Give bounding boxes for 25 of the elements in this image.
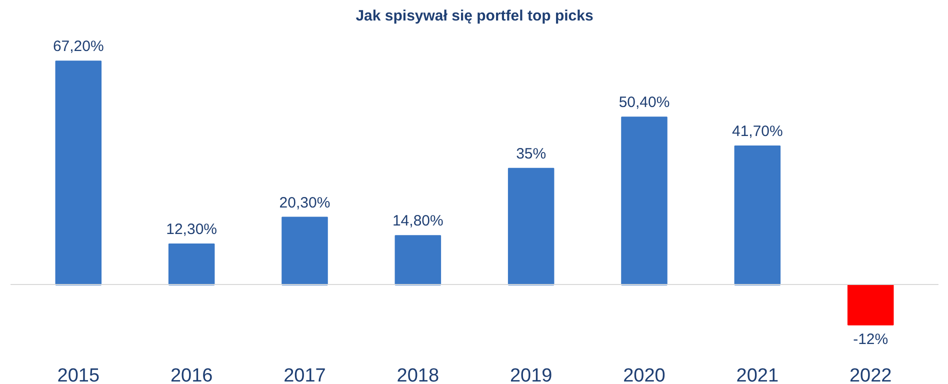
x-tick-label: 2022 bbox=[849, 366, 892, 384]
data-label: 67,20% bbox=[52, 38, 104, 56]
bar bbox=[508, 168, 554, 286]
x-tick-label: 2015 bbox=[57, 366, 100, 384]
bar bbox=[847, 284, 894, 326]
data-label: 35% bbox=[516, 145, 546, 162]
data-label: -12% bbox=[853, 330, 888, 348]
x-tick-label: 2018 bbox=[396, 366, 440, 384]
data-label: 50,40% bbox=[618, 94, 670, 112]
bar bbox=[734, 146, 781, 286]
x-tick-label: 2019 bbox=[510, 366, 552, 384]
data-label: 41,70% bbox=[732, 123, 783, 140]
x-tick-label: 2021 bbox=[736, 366, 779, 384]
bar bbox=[168, 243, 215, 286]
x-tick-label: 2017 bbox=[284, 366, 326, 384]
data-label: 12,30% bbox=[166, 220, 218, 238]
data-label: 20,30% bbox=[279, 194, 330, 212]
bar bbox=[282, 216, 328, 286]
bar bbox=[55, 60, 102, 286]
x-tick-label: 2016 bbox=[170, 366, 213, 384]
chart-title: Jak spisywał się portfel top picks bbox=[356, 8, 594, 24]
x-tick-label: 2020 bbox=[623, 366, 666, 384]
bar bbox=[394, 235, 442, 286]
bar bbox=[621, 116, 668, 286]
data-label: 14,80% bbox=[392, 212, 444, 230]
